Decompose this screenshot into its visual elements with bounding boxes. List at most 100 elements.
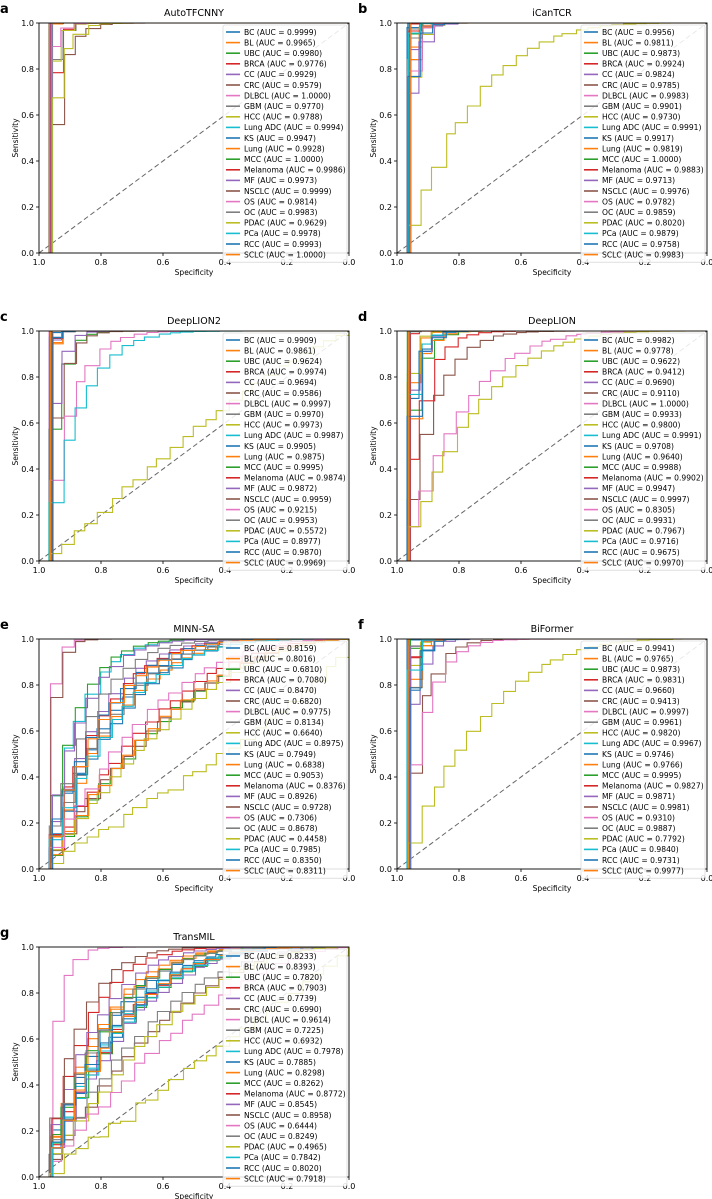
- y-tick-label: 0.8: [21, 989, 34, 998]
- legend-entry: CRC (AUC = 0.9579): [244, 81, 322, 90]
- legend-entry: Lung (AUC = 0.9928): [244, 144, 325, 153]
- legend-entry: BL (AUC = 0.8393): [244, 962, 316, 971]
- y-tick-label: 0.6: [21, 1035, 34, 1044]
- roc-curve-rcc: [397, 639, 707, 869]
- y-tick-label: 0.4: [379, 773, 392, 782]
- y-axis-label: Sensitivity: [11, 118, 20, 158]
- x-tick-label: 0.6: [515, 258, 528, 267]
- legend-entry: MCC (AUC = 1.0000): [244, 155, 323, 164]
- y-tick-label: 0.4: [21, 465, 34, 474]
- legend-entry: Lung (AUC = 0.9819): [602, 144, 683, 153]
- x-tick-label: 0.6: [157, 258, 170, 267]
- chart-title: TransMIL: [172, 932, 215, 943]
- legend-entry: MF (AUC = 0.9947): [602, 484, 675, 493]
- roc-curve-rcc: [397, 23, 707, 253]
- legend-entry: Lung (AUC = 0.6838): [244, 760, 325, 769]
- legend-entry: BC (AUC = 0.9909): [244, 336, 317, 345]
- roc-curve-bl: [397, 23, 707, 253]
- legend-entry: BRCA (AUC = 0.9924): [602, 60, 685, 69]
- legend-entry: CC (AUC = 0.7739): [244, 994, 317, 1003]
- panel-letter: d: [358, 310, 367, 325]
- legend-entry: OC (AUC = 0.9859): [602, 208, 675, 217]
- legend-entry: MCC (AUC = 0.9995): [602, 771, 681, 780]
- y-tick-label: 0.2: [21, 511, 34, 520]
- x-axis-label: Specificity: [175, 576, 214, 585]
- y-axis-label: Sensitivity: [369, 118, 378, 158]
- roc-curve-rcc: [397, 331, 707, 561]
- x-axis-label: Specificity: [533, 884, 572, 893]
- y-tick-label: 1.0: [379, 635, 392, 644]
- legend-entry: MCC (AUC = 0.8262): [244, 1079, 323, 1088]
- legend-entry: CRC (AUC = 0.9110): [602, 389, 680, 398]
- legend-entry: CC (AUC = 0.9690): [602, 378, 675, 387]
- legend-entry: UBC (AUC = 0.9873): [602, 49, 680, 58]
- legend-entry: MF (AUC = 0.9973): [244, 176, 317, 185]
- legend-entry: BRCA (AUC = 0.9831): [602, 676, 685, 685]
- legend-entry: HCC (AUC = 0.6932): [244, 1037, 323, 1046]
- y-tick-label: 1.0: [21, 327, 34, 336]
- legend-entry: BRCA (AUC = 0.9974): [244, 368, 327, 377]
- roc-curve-os: [397, 23, 707, 253]
- legend-entry: DLBCL (AUC = 0.9614): [244, 1015, 331, 1024]
- axes-frame: [396, 22, 708, 254]
- legend-entry: PDAC (AUC = 0.4965): [244, 1143, 327, 1152]
- legend-box: [580, 640, 706, 879]
- roc-curve-pdac: [397, 23, 707, 253]
- x-tick-label: 0.8: [95, 258, 108, 267]
- legend-entry: CC (AUC = 0.8470): [244, 686, 317, 695]
- x-tick-label: 1.0: [391, 258, 404, 267]
- legend-entry: MF (AUC = 0.8926): [244, 792, 317, 801]
- legend-entry: SCLC (AUC = 1.0000): [244, 250, 326, 259]
- y-tick-label: 0.8: [21, 65, 34, 74]
- legend: BC (AUC = 0.9941)BL (AUC = 0.9765) UBC (A…: [580, 640, 706, 879]
- roc-curve-cc: [397, 331, 707, 561]
- legend-entry: OC (AUC = 0.8678): [244, 824, 317, 833]
- y-tick-label: 0.4: [21, 1081, 34, 1090]
- legend-entry: RCC (AUC = 0.9758): [602, 240, 680, 249]
- panel-letter: c: [0, 310, 8, 325]
- y-tick-label: 0.0: [379, 249, 392, 258]
- legend-entry: Melanoma (AUC = 0.9827): [602, 782, 704, 791]
- legend-entry: CC (AUC = 0.9660): [602, 686, 675, 695]
- roc-curve-pdac: [397, 639, 707, 869]
- y-tick-label: 0.4: [21, 773, 34, 782]
- y-tick-label: 1.0: [21, 635, 34, 644]
- panel-letter: e: [0, 618, 9, 633]
- legend-entry: NSCLC (AUC = 0.9959): [244, 495, 332, 504]
- x-axis-label: Specificity: [175, 268, 214, 277]
- legend-entry: OS (AUC = 0.7306): [244, 813, 317, 822]
- roc-curve-lung: [397, 23, 707, 253]
- y-tick-label: 0.8: [379, 681, 392, 690]
- chart-title: MINN-SA: [173, 624, 215, 635]
- roc-curve-pca: [397, 639, 707, 869]
- legend-entry: BL (AUC = 0.9861): [244, 346, 316, 355]
- legend-entry: HCC (AUC = 0.9800): [602, 421, 681, 430]
- legend-entry: Lung ADC (AUC = 0.7978): [244, 1047, 343, 1056]
- legend-entry: Melanoma (AUC = 0.9883): [602, 166, 704, 175]
- legend: BC (AUC = 0.9999)BL (AUC = 0.9965) UBC (A…: [222, 24, 348, 263]
- y-tick-label: 0.2: [21, 1127, 34, 1136]
- y-tick-label: 0.4: [379, 465, 392, 474]
- legend-entry: OC (AUC = 0.9931): [602, 516, 675, 525]
- x-tick-label: 0.0: [343, 258, 356, 267]
- roc-curve-pdac: [39, 23, 349, 253]
- legend-entry: MCC (AUC = 0.9988): [602, 463, 681, 472]
- y-tick-label: 0.6: [379, 727, 392, 736]
- legend-entry: CRC (AUC = 0.6990): [244, 1005, 322, 1014]
- axes-frame: [38, 946, 350, 1178]
- panel-c: cDeepLION21.00.80.60.40.20.00.00.20.40.6…: [0, 310, 355, 585]
- roc-curve-gbm: [39, 23, 349, 253]
- legend-entry: UBC (AUC = 0.9980): [244, 49, 322, 58]
- legend-entry: KS (AUC = 0.9746): [602, 750, 674, 759]
- roc-curve-melanoma: [397, 639, 707, 869]
- y-tick-label: 0.0: [21, 557, 34, 566]
- legend-entry: CC (AUC = 0.9929): [244, 70, 317, 79]
- legend-entry: PDAC (AUC = 0.5572): [244, 527, 327, 536]
- legend-entry: NSCLC (AUC = 0.9976): [602, 187, 690, 196]
- legend-entry: BRCA (AUC = 0.9412): [602, 368, 685, 377]
- legend-entry: BRCA (AUC = 0.7080): [244, 676, 327, 685]
- legend-entry: GBM (AUC = 0.9970): [244, 410, 324, 419]
- roc-curve-hcc: [397, 639, 707, 869]
- panel-letter: a: [0, 2, 9, 17]
- legend-entry: KS (AUC = 0.7949): [244, 750, 316, 759]
